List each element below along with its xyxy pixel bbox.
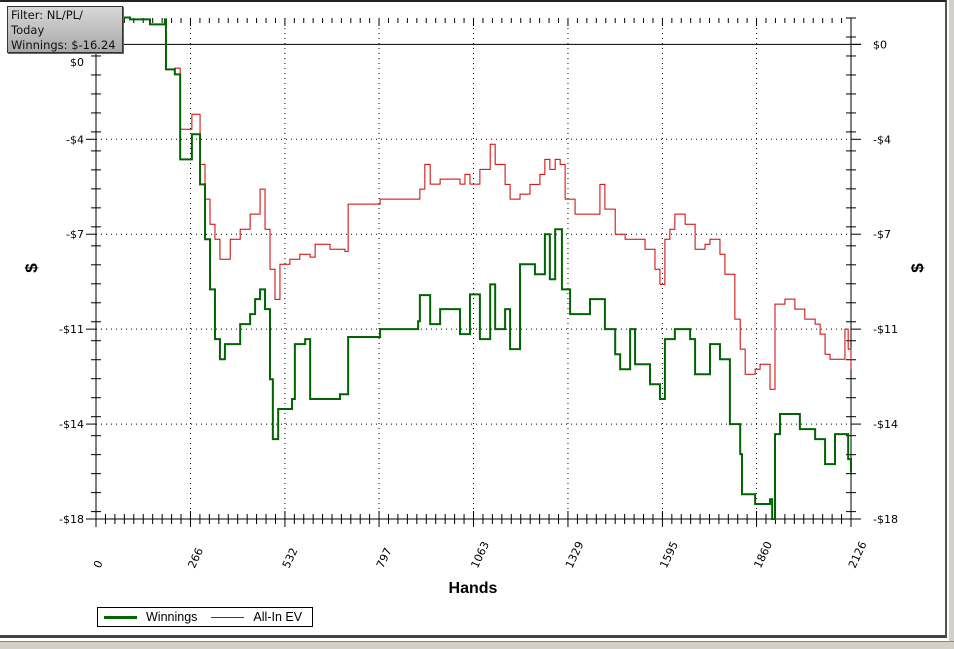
y-tick-label: -$11 [59, 323, 84, 336]
series-winnings-line [96, 16, 852, 520]
y-tick-label-right: -$11 [873, 323, 898, 336]
filter-winnings: Winnings: $-16.24 [11, 38, 116, 52]
x-axis-label: Hands [448, 580, 498, 597]
filter-line: Filter: NL/PL/ [11, 8, 83, 22]
x-tick-label: 1860 [751, 539, 775, 570]
y-tick-label: -$4 [66, 133, 84, 146]
y-tick-label-right: -$14 [873, 418, 898, 431]
y-tick-label-right: $0 [873, 38, 887, 51]
y-tick-label: -$14 [59, 418, 84, 431]
filter-info-box: Filter: NL/PL/ Today Winnings: $-16.24 [7, 6, 123, 53]
x-tick-label: 0 [91, 558, 106, 570]
x-tick-label: 1063 [468, 539, 492, 570]
y-tick-label-right: -$18 [873, 513, 898, 526]
y-tick-label-right: -$7 [873, 228, 891, 241]
legend-swatch-allin-ev [211, 616, 245, 618]
y-tick-label: -$18 [59, 513, 84, 526]
x-tick-label: 797 [374, 546, 395, 571]
legend-label-winnings: Winnings [146, 610, 198, 624]
legend-swatch-winnings [104, 615, 137, 619]
x-tick-label: 532 [280, 546, 301, 571]
y-tick-label: -$7 [66, 228, 84, 241]
y-axis-label-left: $ [22, 263, 41, 273]
legend: Winnings All-In EV [97, 607, 313, 627]
x-tick-label: 2126 [846, 539, 870, 570]
legend-label-allin-ev: All-In EV [253, 610, 303, 624]
x-tick-label: 1595 [657, 539, 681, 570]
y-axis-label-right: $ [908, 263, 927, 273]
filter-period: Today [11, 23, 45, 37]
y-tick-label: $0 [70, 56, 84, 69]
series-allin-ev-line [96, 16, 852, 390]
x-tick-label: 266 [185, 546, 206, 571]
window-edge-bottom [0, 641, 954, 649]
window-edge [949, 0, 954, 648]
y-tick-label-right: -$4 [873, 133, 891, 146]
chart-window-frame [0, 0, 947, 638]
x-tick-label: 1329 [563, 539, 587, 570]
